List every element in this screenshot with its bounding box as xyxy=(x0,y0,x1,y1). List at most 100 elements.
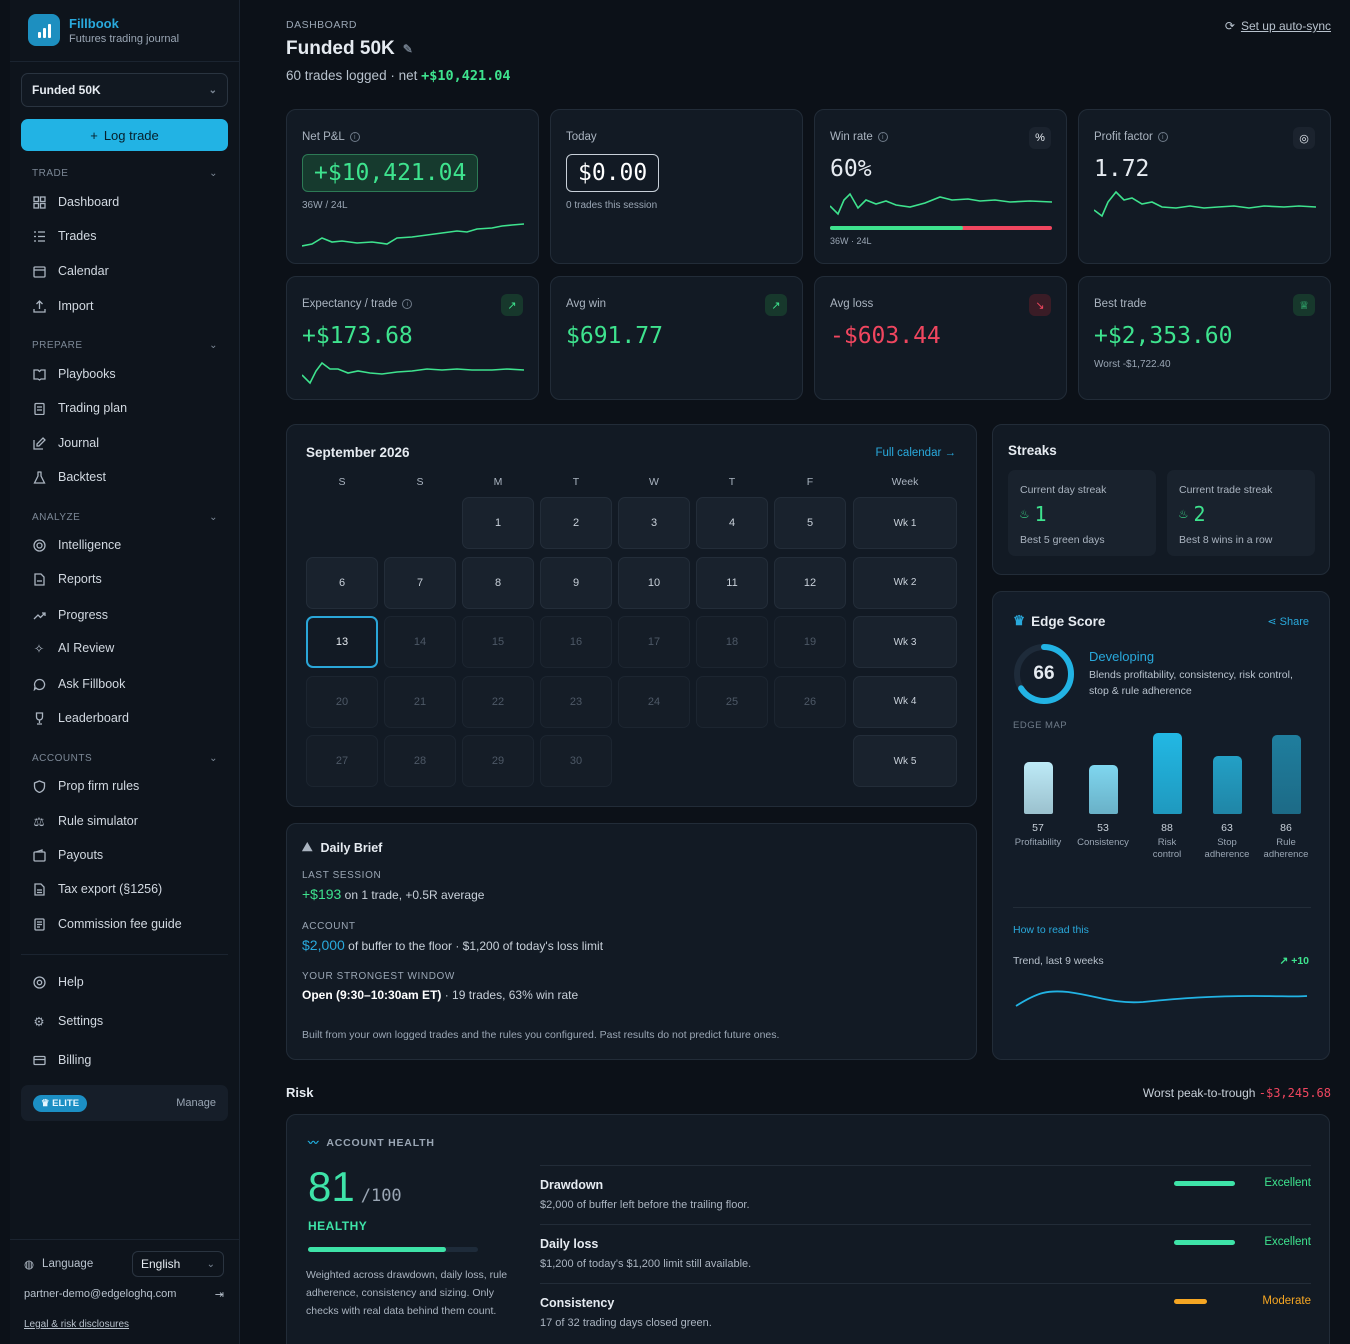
calendar-day[interactable]: 2 xyxy=(540,497,612,549)
calendar-day[interactable]: 12 xyxy=(774,556,846,609)
win-loss-bar xyxy=(830,226,1052,230)
sidebar-item-progress[interactable]: Progress xyxy=(32,608,108,622)
kpi-net-pnl[interactable]: Net P&L i +$10,421.04 36W / 24L xyxy=(286,109,539,264)
how-to-read-link[interactable]: How to read this xyxy=(1013,924,1089,936)
calendar-day[interactable]: 9 xyxy=(540,556,612,609)
calendar-week-summary[interactable]: Wk 3 xyxy=(853,616,957,668)
calendar-day-today[interactable]: 13 xyxy=(306,616,378,668)
manage-plan-link[interactable]: Manage xyxy=(176,1097,216,1109)
language-select[interactable]: English ⌄ xyxy=(132,1251,224,1277)
kpi-label: Win rate i xyxy=(830,131,888,143)
sidebar-item-ai-review[interactable]: ✧ AI Review xyxy=(32,641,115,656)
calendar-day[interactable]: 22 xyxy=(462,675,534,728)
kpi-label-text: Net P&L xyxy=(302,131,345,143)
sidebar-item-calendar[interactable]: Calendar xyxy=(32,264,109,278)
calendar-week-summary[interactable]: Wk 2 xyxy=(853,556,957,609)
calendar-day[interactable]: 15 xyxy=(462,616,534,668)
sidebar-item-trades[interactable]: Trades xyxy=(32,229,96,243)
edge-bar[interactable] xyxy=(1212,756,1242,814)
full-calendar-link[interactable]: Full calendar → xyxy=(875,447,956,459)
risk-check-name: Drawdown xyxy=(540,1178,604,1192)
calendar-day[interactable]: 17 xyxy=(618,616,690,668)
kpi-today[interactable]: Today $0.00 0 trades this session xyxy=(550,109,803,264)
edge-bar[interactable] xyxy=(1152,733,1182,814)
calendar-day[interactable]: 4 xyxy=(696,497,768,549)
legal-link[interactable]: Legal & risk disclosures xyxy=(24,1319,130,1330)
sidebar-item-prop-firm-rules[interactable]: Prop firm rules xyxy=(32,779,139,793)
kpi-win-rate[interactable]: Win rate i % 60% 36W · 24L xyxy=(814,109,1067,264)
sidebar-item-billing[interactable]: Billing xyxy=(32,1053,91,1067)
calendar-day[interactable]: 24 xyxy=(618,675,690,728)
calendar-day[interactable]: 29 xyxy=(462,735,534,787)
calendar-day[interactable]: 25 xyxy=(696,675,768,728)
calendar-day[interactable]: 14 xyxy=(384,616,456,668)
account-select[interactable]: Funded 50K ⌄ xyxy=(21,73,228,107)
kpi-avg-loss[interactable]: Avg loss ↘ -$603.44 xyxy=(814,276,1067,400)
calendar-day[interactable]: 27 xyxy=(306,735,378,787)
edit-icon[interactable]: ✎ xyxy=(402,42,413,56)
sidebar-item-tax-export[interactable]: Tax export (§1256) xyxy=(32,882,162,896)
calendar-week-summary[interactable]: Wk 5 xyxy=(853,735,957,787)
sidebar-item-commission-fee-guide[interactable]: Commission fee guide xyxy=(32,917,182,931)
kpi-expectancy[interactable]: Expectancy / trade i ↗ +$173.68 xyxy=(286,276,539,400)
calendar-day[interactable]: 8 xyxy=(462,556,534,609)
section-prepare[interactable]: PREPARE ⌄ xyxy=(32,340,218,351)
sidebar-item-payouts[interactable]: Payouts xyxy=(32,848,103,862)
account-health-card: 〰 ACCOUNT HEALTH 81/100 HEALTHY Weighted … xyxy=(286,1114,1330,1344)
edge-bar[interactable] xyxy=(1088,765,1118,814)
calendar-day[interactable]: 11 xyxy=(696,556,768,609)
logout-icon[interactable]: ⇥ xyxy=(214,1289,224,1301)
kpi-best-trade[interactable]: Best trade ♕ +$2,353.60 Worst -$1,722.40 xyxy=(1078,276,1331,400)
wallet-icon xyxy=(32,848,46,862)
daily-brief-title-text: Daily Brief xyxy=(320,840,383,855)
calendar-day[interactable]: 18 xyxy=(696,616,768,668)
edge-bar[interactable] xyxy=(1023,762,1053,814)
log-trade-button[interactable]: + Log trade xyxy=(21,119,228,151)
calendar-week-summary[interactable]: Wk 4 xyxy=(853,675,957,728)
brand[interactable]: Fillbook Futures trading journal xyxy=(28,14,179,46)
kpi-value: -$603.44 xyxy=(830,323,941,349)
edge-bar-column: 53 Consistency xyxy=(1073,765,1133,849)
auto-sync-link[interactable]: ⟳ Set up auto-sync xyxy=(1225,19,1331,33)
sidebar-item-backtest[interactable]: Backtest xyxy=(32,470,106,484)
sidebar-item-ask-fillbook[interactable]: Ask Fillbook xyxy=(32,677,125,691)
calendar-day[interactable]: 20 xyxy=(306,675,378,728)
sidebar-item-intelligence[interactable]: Intelligence xyxy=(32,538,121,552)
calendar-day[interactable]: 1 xyxy=(462,497,534,549)
calendar-day[interactable]: 7 xyxy=(384,556,456,609)
share-button[interactable]: ⋖ Share xyxy=(1267,615,1309,628)
calendar-day[interactable]: 5 xyxy=(774,497,846,549)
expectancy-sparkline xyxy=(302,361,524,385)
kpi-avg-win[interactable]: Avg win ↗ $691.77 xyxy=(550,276,803,400)
sidebar-item-rule-simulator[interactable]: ⚖ Rule simulator xyxy=(32,814,138,829)
calendar-day[interactable]: 23 xyxy=(540,675,612,728)
calendar-week-summary[interactable]: Wk 1 xyxy=(853,497,957,549)
calendar-day[interactable]: 26 xyxy=(774,675,846,728)
calendar-day[interactable]: 6 xyxy=(306,556,378,609)
sidebar-item-settings[interactable]: ⚙ Settings xyxy=(32,1014,103,1029)
calendar-day[interactable]: 19 xyxy=(774,616,846,668)
sidebar-item-reports[interactable]: Reports xyxy=(32,572,102,586)
sidebar-item-dashboard[interactable]: Dashboard xyxy=(32,195,119,209)
calendar-day[interactable]: 30 xyxy=(540,735,612,787)
calendar-day[interactable]: 21 xyxy=(384,675,456,728)
info-icon: i xyxy=(349,132,360,142)
section-accounts[interactable]: ACCOUNTS ⌄ xyxy=(32,753,218,764)
calendar-day[interactable]: 28 xyxy=(384,735,456,787)
sidebar-item-leaderboard[interactable]: Leaderboard xyxy=(32,711,129,725)
sidebar-item-trading-plan[interactable]: Trading plan xyxy=(32,401,127,415)
sidebar-item-help[interactable]: Help xyxy=(32,975,84,989)
section-analyze[interactable]: ANALYZE ⌄ xyxy=(32,512,218,523)
section-trade[interactable]: TRADE ⌄ xyxy=(32,168,218,179)
sidebar-item-journal[interactable]: Journal xyxy=(32,436,99,450)
edge-bar[interactable] xyxy=(1271,735,1301,814)
calendar-title: September 2026 xyxy=(306,445,410,460)
sidebar-item-import[interactable]: Import xyxy=(32,299,93,313)
sidebar-item-playbooks[interactable]: Playbooks xyxy=(32,367,116,381)
calendar-day[interactable]: 10 xyxy=(618,556,690,609)
info-icon: i xyxy=(402,299,413,309)
calendar-day[interactable]: 3 xyxy=(618,497,690,549)
kpi-profit-factor[interactable]: Profit factor i ◎ 1.72 xyxy=(1078,109,1331,264)
calendar-day[interactable]: 16 xyxy=(540,616,612,668)
language-value: English xyxy=(141,1257,181,1271)
